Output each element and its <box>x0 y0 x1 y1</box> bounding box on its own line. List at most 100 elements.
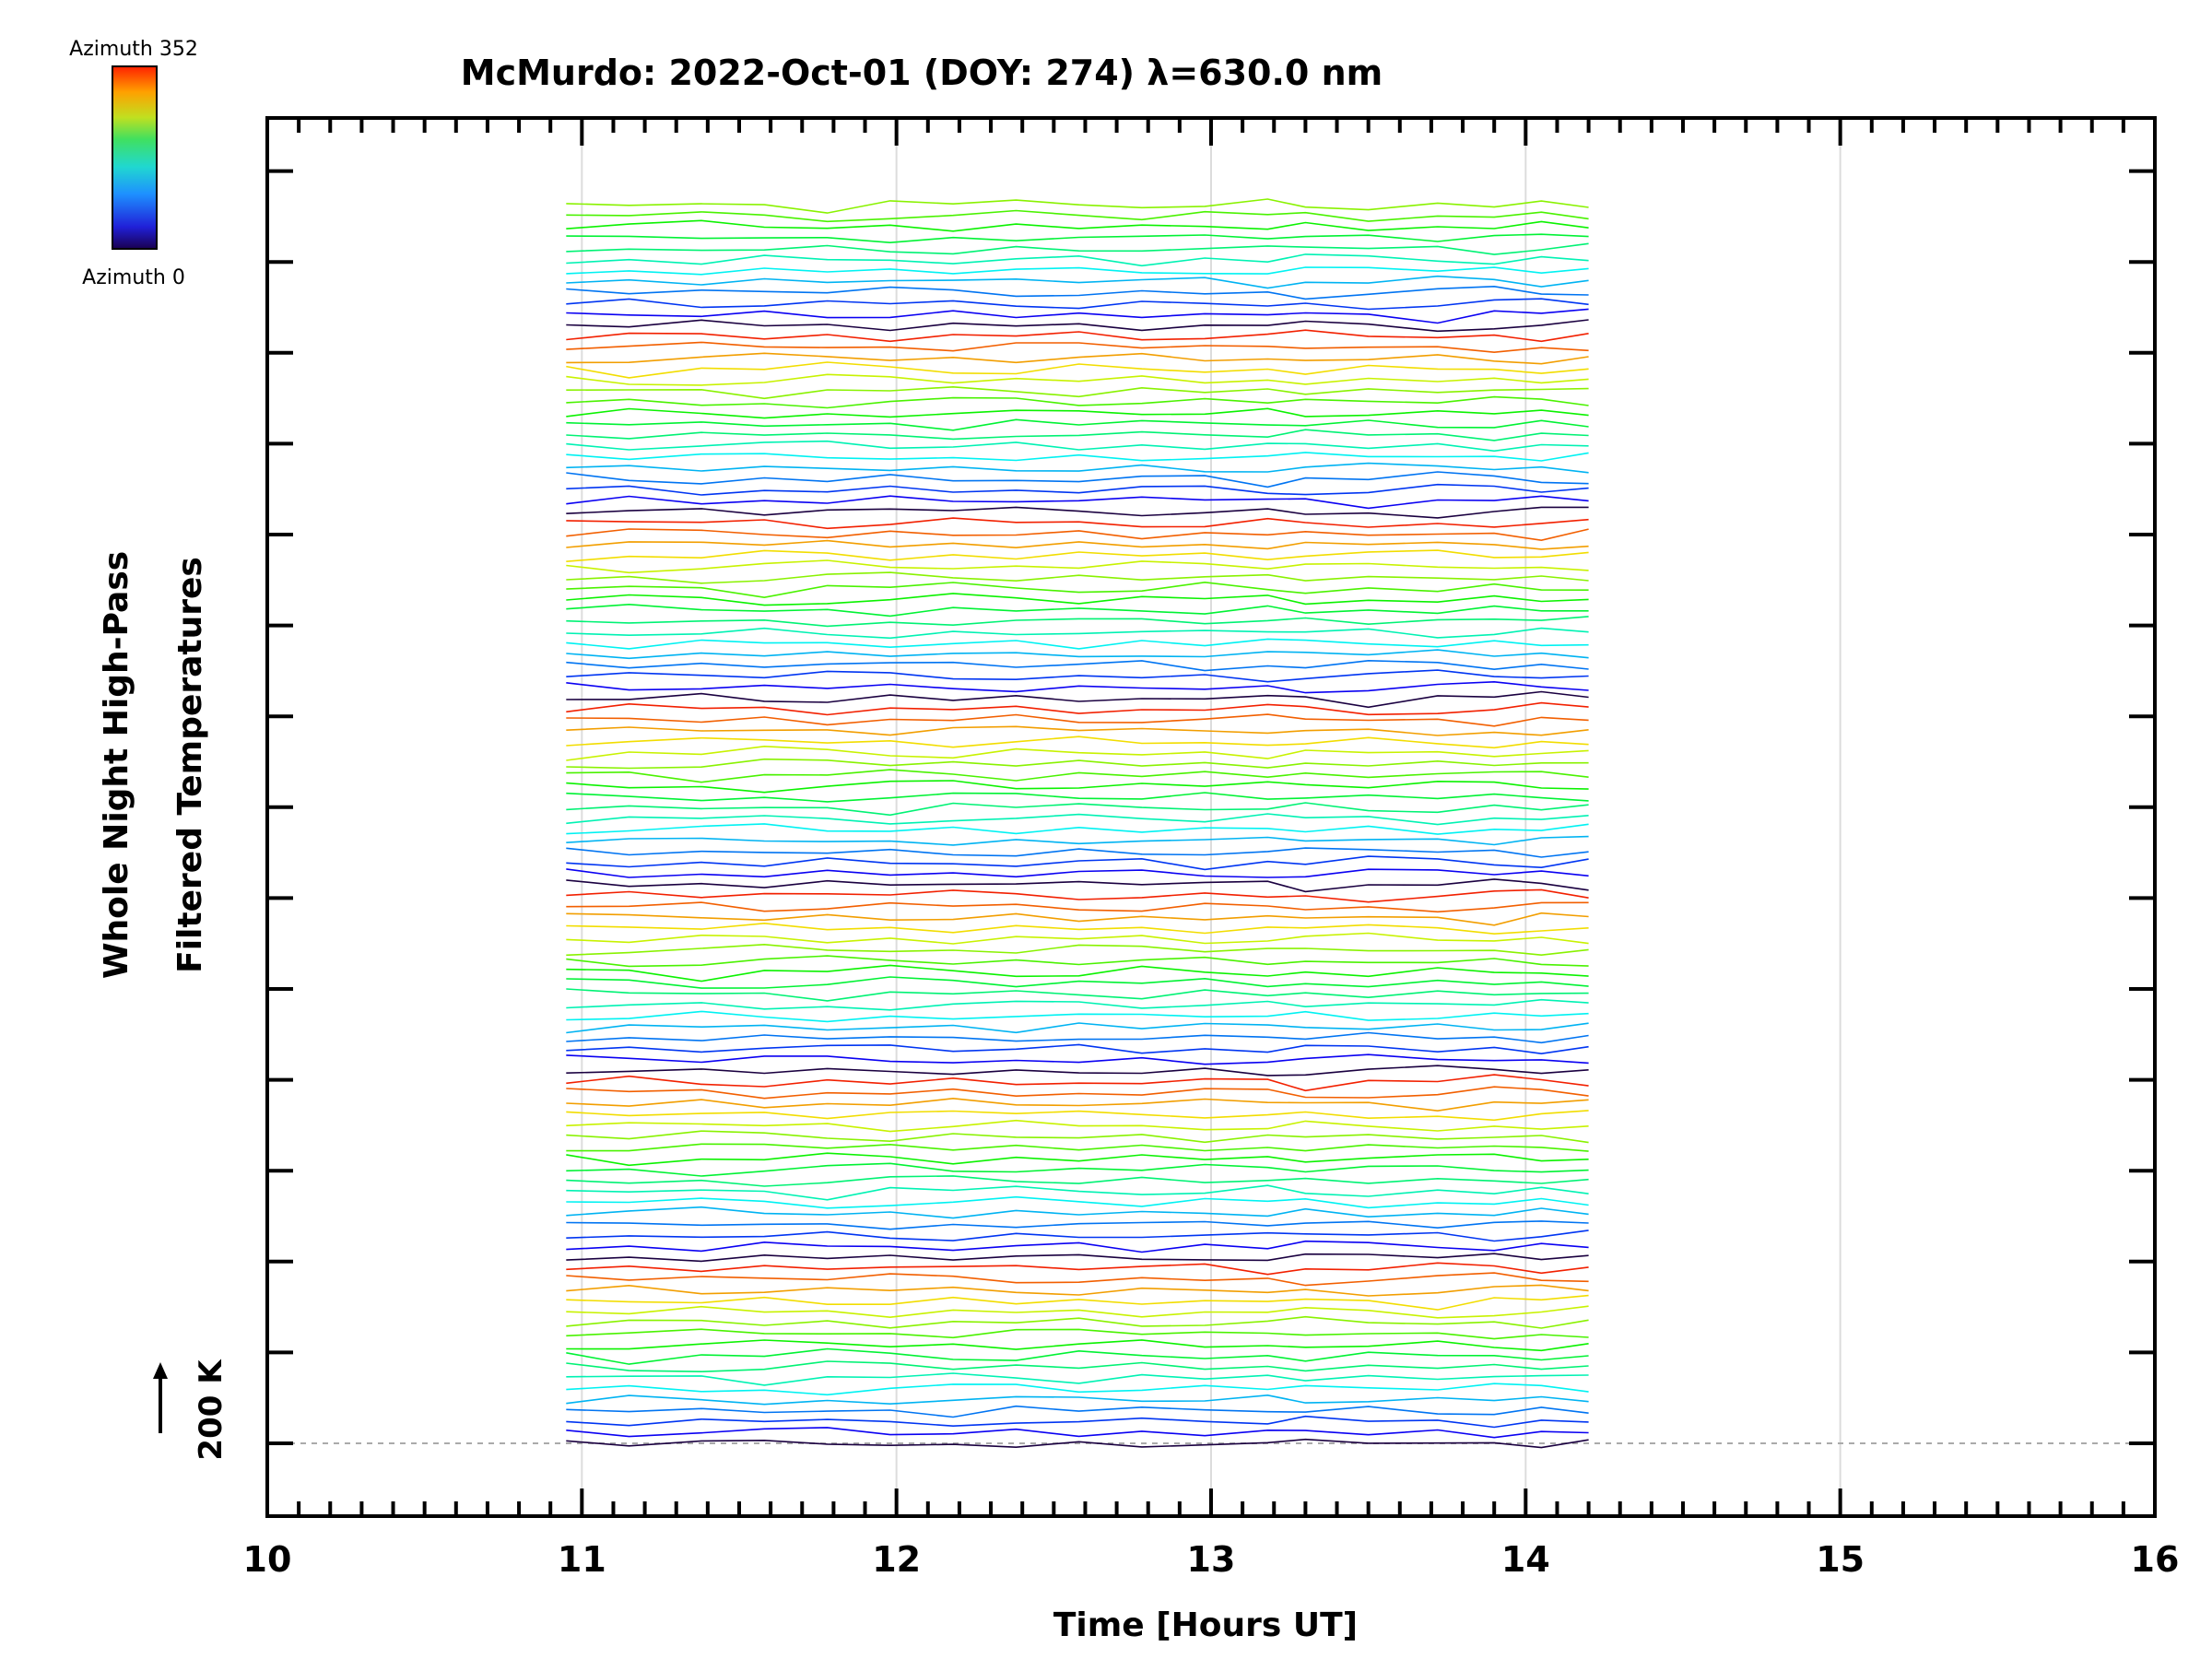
x-tick-label: 11 <box>558 1539 606 1580</box>
trace-line <box>566 219 1589 232</box>
x-tick-label: 16 <box>2131 1539 2180 1580</box>
trace-line <box>566 581 1589 599</box>
colorbar <box>112 65 158 250</box>
trace-line <box>566 878 1589 893</box>
trace-line <box>566 802 1589 817</box>
trace-line <box>566 1152 1589 1167</box>
trace-line <box>566 308 1589 324</box>
y-scale-label: 200 K <box>193 1359 229 1461</box>
axis-ticks <box>265 118 2157 1516</box>
trace-line <box>566 429 1589 441</box>
trace-line <box>566 725 1589 736</box>
trace-line <box>566 1184 1589 1201</box>
trace-line <box>566 1262 1589 1276</box>
trace-line <box>566 275 1589 289</box>
trace-line <box>566 471 1589 488</box>
trace-line <box>566 233 1589 244</box>
trace-line <box>566 528 1589 542</box>
trace-line <box>566 1405 1589 1418</box>
trace-line <box>566 669 1589 683</box>
trace-line <box>566 912 1589 926</box>
trace-line <box>566 285 1589 300</box>
y-axis-label-line2: Filtered Temperatures <box>171 557 209 973</box>
trace-line <box>566 735 1589 749</box>
trace-line <box>566 1110 1589 1122</box>
trace-line <box>566 638 1589 650</box>
trace-line <box>566 813 1589 826</box>
trace-line <box>566 483 1589 496</box>
trace-line <box>566 1272 1589 1287</box>
trace-line <box>566 1162 1589 1177</box>
trace-line <box>566 1294 1589 1311</box>
colorbar-bottom-label: Azimuth 0 <box>82 266 185 289</box>
trace-line <box>566 1394 1589 1406</box>
trace-line <box>566 680 1589 694</box>
trace-line <box>566 1043 1589 1055</box>
trace-line <box>566 361 1589 379</box>
trace-line <box>566 1415 1589 1429</box>
trace-line <box>566 855 1589 871</box>
trace-line <box>566 943 1589 957</box>
trace-line <box>566 1053 1589 1065</box>
trace-line <box>566 649 1589 660</box>
trace-line <box>566 517 1589 530</box>
trace-line <box>566 242 1589 255</box>
trace-line <box>566 1175 1589 1187</box>
trace-line <box>566 616 1589 628</box>
trace-line <box>566 1382 1589 1396</box>
trace-line <box>566 253 1589 267</box>
trace-line <box>566 373 1589 386</box>
trace-line <box>566 847 1589 858</box>
trace-line <box>566 506 1589 519</box>
trace-line <box>566 593 1589 606</box>
trace-line <box>566 1130 1589 1144</box>
trace-line <box>566 1284 1589 1297</box>
trace-line <box>566 792 1589 803</box>
x-axis-label: Time [Hours UT] <box>1053 1606 1358 1644</box>
trace-line <box>566 1065 1589 1077</box>
x-tick-label: 10 <box>243 1539 292 1580</box>
trace-line <box>566 298 1589 311</box>
trace-line <box>566 1097 1589 1112</box>
trace-line <box>566 690 1589 709</box>
trace-line <box>566 1339 1589 1352</box>
trace-line <box>566 319 1589 333</box>
trace-line <box>566 1086 1589 1100</box>
x-tick-label: 15 <box>1816 1539 1865 1580</box>
trace-line <box>566 758 1589 770</box>
chart-title: McMurdo: 2022-Oct-01 (DOY: 274) λ=630.0 … <box>461 53 1382 93</box>
trace-line <box>566 539 1589 550</box>
trace-line <box>566 1230 1589 1242</box>
trace-line <box>566 932 1589 945</box>
trace-line <box>566 964 1589 982</box>
x-tick-labels: 10 11 12 13 14 15 16 <box>243 1539 2180 1580</box>
trace-group <box>566 198 1589 1449</box>
trace-line <box>566 659 1589 672</box>
x-tick-label: 14 <box>1501 1539 1550 1580</box>
trace-line <box>566 407 1589 419</box>
trace-line <box>566 495 1589 510</box>
trace-line <box>566 1195 1589 1209</box>
trace-line <box>566 627 1589 640</box>
trace-line <box>566 769 1589 783</box>
trace-line <box>566 1305 1589 1319</box>
trace-line <box>566 745 1589 761</box>
trace-line <box>566 988 1589 1002</box>
colorbar-top-label: Azimuth 352 <box>69 38 198 61</box>
trace-line <box>566 1031 1589 1044</box>
trace-line <box>566 901 1589 913</box>
trace-line <box>566 1010 1589 1023</box>
trace-line <box>566 462 1589 474</box>
trace-line <box>566 701 1589 716</box>
trace-line <box>566 1372 1589 1386</box>
trace-line <box>566 1438 1589 1449</box>
trace-line <box>566 1022 1589 1034</box>
trace-line <box>566 1347 1589 1365</box>
trace-line <box>566 835 1589 846</box>
trace-line <box>566 1360 1589 1373</box>
trace-line <box>566 1315 1589 1329</box>
trace-line <box>566 1427 1589 1439</box>
trace-line <box>566 713 1589 727</box>
trace-line <box>566 1074 1589 1092</box>
